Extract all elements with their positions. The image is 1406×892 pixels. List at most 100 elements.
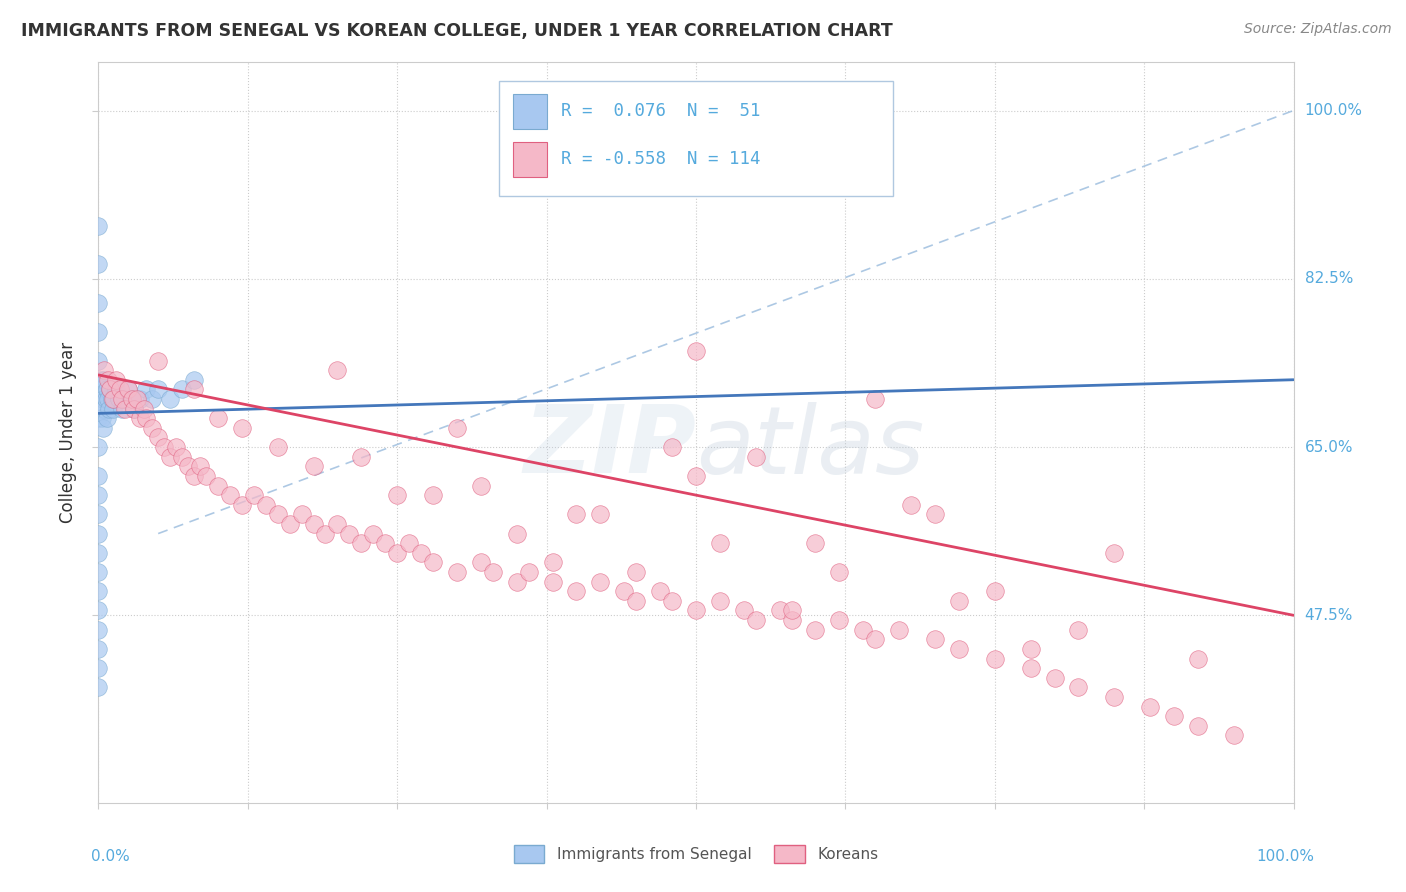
Point bbox=[148, 430, 170, 444]
Point bbox=[780, 603, 803, 617]
Point bbox=[114, 401, 136, 416]
Text: ZIP: ZIP bbox=[523, 401, 696, 493]
Point bbox=[96, 382, 118, 396]
Point bbox=[745, 450, 768, 464]
Point bbox=[565, 508, 588, 522]
Point bbox=[470, 556, 492, 570]
Y-axis label: College, Under 1 year: College, Under 1 year bbox=[59, 342, 77, 524]
Text: 47.5%: 47.5% bbox=[1305, 607, 1353, 623]
Point bbox=[1187, 719, 1209, 733]
Point bbox=[780, 613, 803, 627]
Point bbox=[195, 469, 218, 483]
Point bbox=[87, 411, 110, 425]
Point bbox=[141, 421, 163, 435]
Point bbox=[984, 651, 1007, 665]
Point bbox=[148, 382, 170, 396]
Point bbox=[177, 459, 200, 474]
Point bbox=[207, 478, 229, 492]
Point bbox=[1104, 546, 1126, 560]
Point bbox=[87, 382, 110, 396]
Point bbox=[87, 469, 110, 483]
Text: 0.0%: 0.0% bbox=[91, 849, 131, 863]
Point bbox=[589, 508, 612, 522]
Point bbox=[350, 450, 373, 464]
Point bbox=[87, 508, 110, 522]
Point bbox=[153, 440, 176, 454]
Point bbox=[626, 565, 648, 579]
Point bbox=[541, 574, 564, 589]
Point bbox=[243, 488, 266, 502]
Point bbox=[865, 392, 887, 406]
Point bbox=[541, 556, 564, 570]
Point bbox=[91, 392, 114, 406]
Point bbox=[865, 632, 887, 647]
Point bbox=[278, 516, 301, 531]
Text: atlas: atlas bbox=[696, 402, 924, 493]
Point bbox=[1043, 671, 1066, 685]
Point bbox=[103, 392, 125, 406]
Point bbox=[565, 584, 588, 599]
Point bbox=[172, 450, 194, 464]
Point bbox=[385, 488, 409, 502]
Text: Source: ZipAtlas.com: Source: ZipAtlas.com bbox=[1244, 22, 1392, 37]
Point bbox=[207, 411, 229, 425]
Point bbox=[87, 565, 110, 579]
Text: R =  0.076  N =  51: R = 0.076 N = 51 bbox=[561, 102, 761, 120]
Point bbox=[385, 546, 409, 560]
Point bbox=[506, 574, 529, 589]
Point bbox=[101, 392, 124, 406]
Point bbox=[124, 401, 146, 416]
Point bbox=[517, 565, 540, 579]
Point bbox=[87, 584, 110, 599]
Point bbox=[87, 603, 110, 617]
Point bbox=[804, 623, 827, 637]
Point bbox=[1067, 623, 1090, 637]
Point bbox=[828, 613, 851, 627]
Point bbox=[87, 295, 110, 310]
Text: 100.0%: 100.0% bbox=[1305, 103, 1362, 118]
Point bbox=[105, 382, 128, 396]
Point bbox=[1019, 642, 1042, 657]
Point bbox=[121, 392, 143, 406]
Text: 82.5%: 82.5% bbox=[1305, 271, 1353, 286]
Point bbox=[96, 411, 118, 425]
Point bbox=[87, 681, 110, 695]
Point bbox=[291, 508, 314, 522]
Point bbox=[135, 382, 157, 396]
Point bbox=[889, 623, 911, 637]
Point bbox=[506, 526, 529, 541]
Point bbox=[148, 353, 170, 368]
Point bbox=[132, 401, 155, 416]
Point bbox=[326, 516, 349, 531]
Point bbox=[661, 440, 683, 454]
FancyBboxPatch shape bbox=[499, 81, 893, 195]
Point bbox=[648, 584, 672, 599]
Point bbox=[94, 392, 117, 406]
Point bbox=[924, 632, 946, 647]
Point bbox=[188, 459, 211, 474]
Point bbox=[93, 373, 115, 387]
Text: IMMIGRANTS FROM SENEGAL VS KOREAN COLLEGE, UNDER 1 YEAR CORRELATION CHART: IMMIGRANTS FROM SENEGAL VS KOREAN COLLEG… bbox=[21, 22, 893, 40]
Point bbox=[709, 594, 731, 608]
Point bbox=[105, 373, 128, 387]
Point bbox=[768, 603, 790, 617]
Point bbox=[129, 411, 152, 425]
Point bbox=[1019, 661, 1042, 675]
Point bbox=[302, 459, 325, 474]
Point bbox=[315, 526, 337, 541]
FancyBboxPatch shape bbox=[513, 142, 547, 178]
Point bbox=[111, 401, 134, 416]
Point bbox=[948, 642, 970, 657]
Point bbox=[97, 392, 120, 406]
Point bbox=[745, 613, 768, 627]
Point bbox=[165, 440, 187, 454]
Point bbox=[350, 536, 373, 550]
Point bbox=[121, 392, 143, 406]
Point bbox=[117, 382, 139, 396]
Point bbox=[90, 373, 112, 387]
Point bbox=[124, 401, 146, 416]
Point bbox=[91, 411, 114, 425]
Point bbox=[87, 661, 110, 675]
Point bbox=[302, 516, 325, 531]
Text: 65.0%: 65.0% bbox=[1305, 440, 1353, 455]
